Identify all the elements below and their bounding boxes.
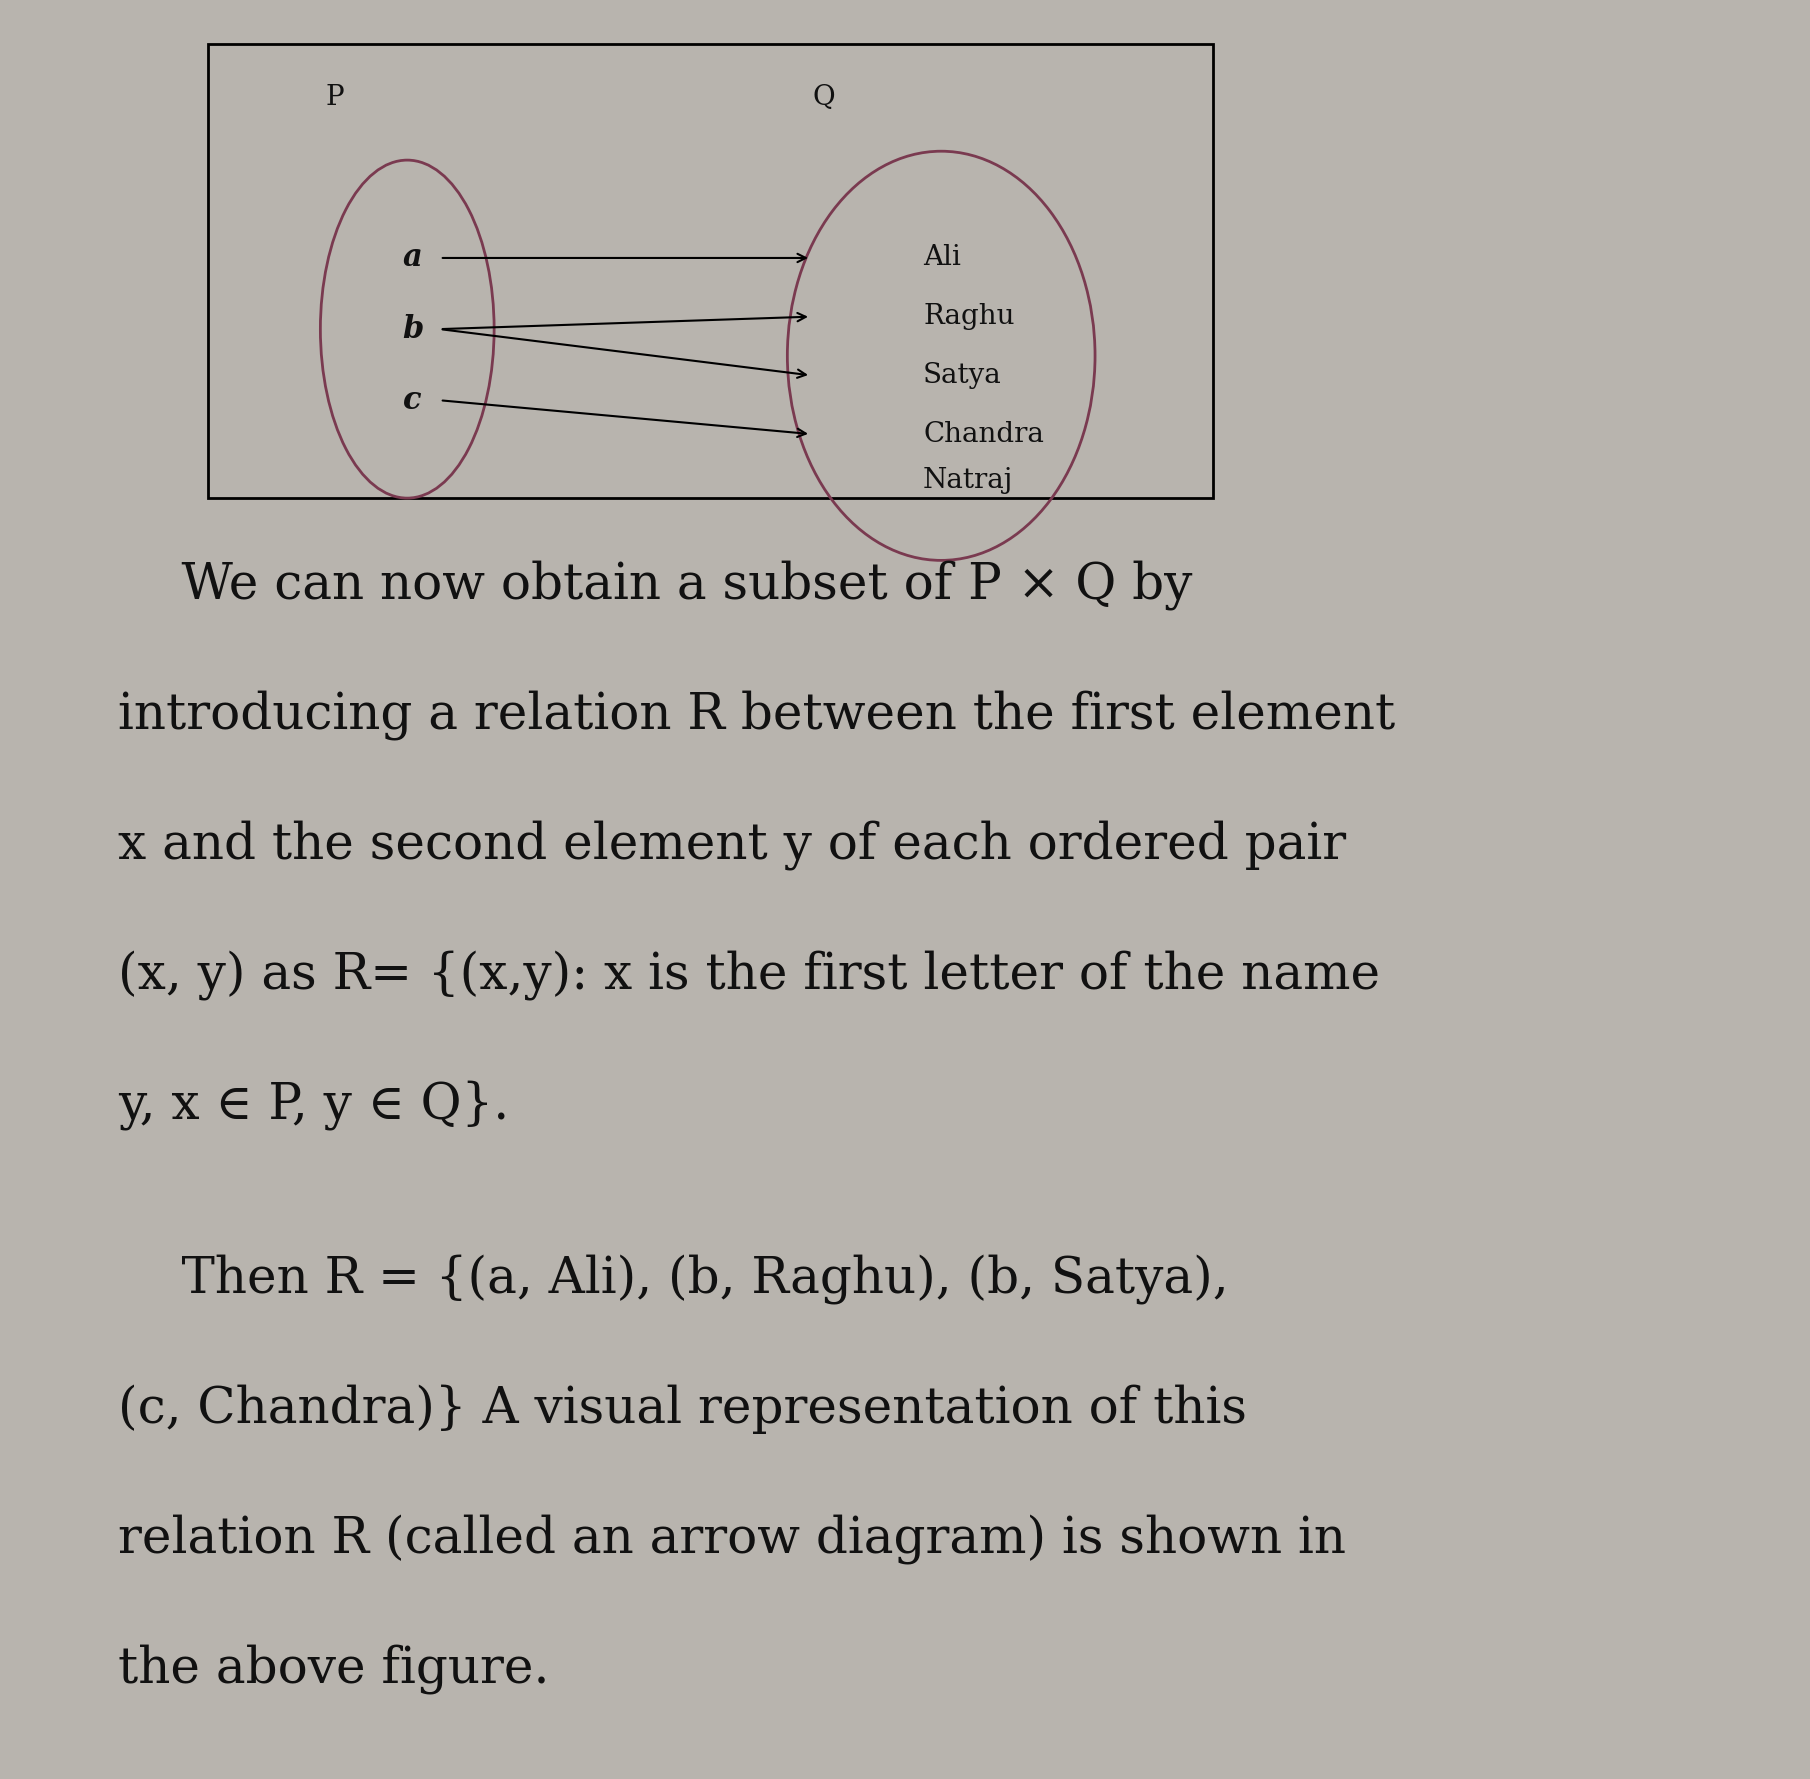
Text: (x, y) as R= {(x,y): x is the first letter of the name: (x, y) as R= {(x,y): x is the first lett… [118,950,1379,1000]
Text: We can now obtain a subset of P × Q by: We can now obtain a subset of P × Q by [118,560,1193,610]
Text: Natraj: Natraj [923,466,1014,495]
Text: Raghu: Raghu [923,302,1015,331]
Text: b: b [402,313,424,345]
Text: Q: Q [813,84,834,112]
Text: relation R (called an arrow diagram) is shown in: relation R (called an arrow diagram) is … [118,1514,1345,1564]
Text: y, x ∈ P, y ∈ Q}.: y, x ∈ P, y ∈ Q}. [118,1080,509,1130]
Text: P: P [326,84,344,112]
Text: a: a [404,242,422,274]
Text: introducing a relation R between the first element: introducing a relation R between the fir… [118,690,1396,740]
Text: Then R = {(a, Ali), (b, Raghu), (b, Satya),: Then R = {(a, Ali), (b, Raghu), (b, Saty… [118,1254,1229,1304]
Text: Satya: Satya [923,361,1003,390]
Text: x and the second element y of each ordered pair: x and the second element y of each order… [118,820,1347,870]
Text: Ali: Ali [923,244,961,272]
Text: Chandra: Chandra [923,420,1044,448]
Bar [208,44,1213,498]
Text: (c, Chandra)} A visual representation of this: (c, Chandra)} A visual representation of… [118,1384,1247,1434]
Text: the above figure.: the above figure. [118,1644,548,1694]
Text: c: c [404,384,422,416]
